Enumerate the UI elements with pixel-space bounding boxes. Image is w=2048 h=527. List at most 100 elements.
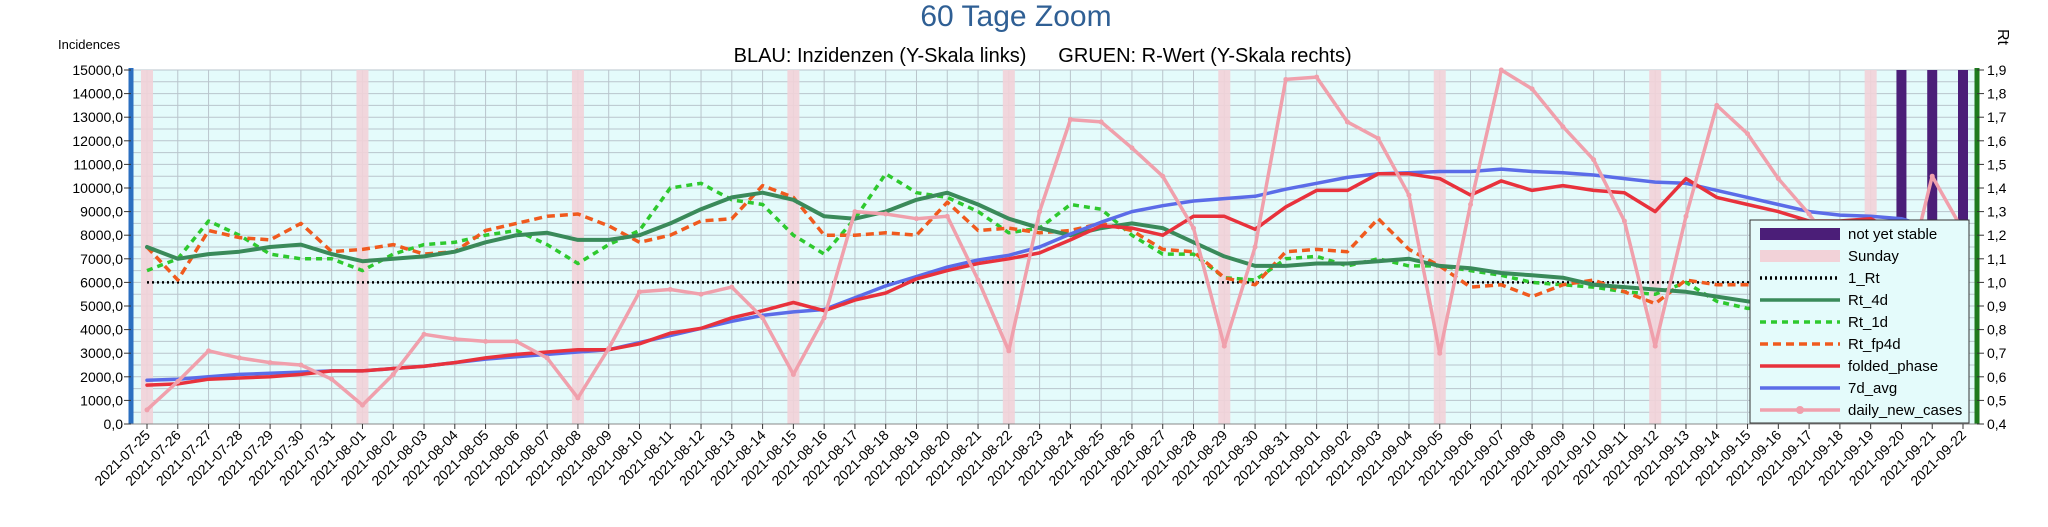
point-daily-new-cases (1529, 86, 1535, 92)
point-daily-new-cases (1160, 173, 1166, 179)
point-daily-new-cases (667, 286, 673, 292)
point-daily-new-cases (575, 395, 581, 401)
point-daily-new-cases (913, 216, 919, 222)
point-daily-new-cases (1037, 209, 1043, 215)
point-daily-new-cases (483, 338, 489, 344)
point-daily-new-cases (1252, 244, 1258, 250)
series-folded-phase (145, 172, 1965, 387)
y-tick-right: 0,5 (1987, 392, 2007, 408)
y-tick-left: 9000,0 (80, 204, 123, 220)
series-Rt-4d (145, 190, 1965, 349)
y-tick-left: 15000,0 (72, 62, 123, 78)
point-daily-new-cases (883, 211, 889, 217)
legend: not yet stable Sunday 1_Rt Rt_4d Rt_1d Rt_fp4… (1749, 219, 1970, 424)
legend-marker (1796, 406, 1804, 414)
y-ticks-right: 0,4 0,5 0,6 0,7 0,8 0,9 1,0 1,1 1,2 1,3 1,4 1,5 1,6 1… (1977, 62, 2007, 432)
legend-label: Rt_fp4d (1848, 336, 1901, 353)
y-tick-left: 4000,0 (80, 322, 123, 338)
point-daily-new-cases (1498, 67, 1504, 73)
y-tick-right: 0,4 (1987, 416, 2007, 432)
y-tick-left: 3000,0 (80, 345, 123, 361)
point-daily-new-cases (329, 376, 335, 382)
point-daily-new-cases (1468, 202, 1474, 208)
point-daily-new-cases (760, 315, 766, 321)
point-daily-new-cases (452, 336, 458, 342)
y-tick-left: 6000,0 (80, 274, 123, 290)
sunday-band (1218, 70, 1231, 424)
legend-label: folded_phase (1848, 358, 1938, 375)
chart-subtitle-left: BLAU: Inzidenzen (Y-Skala links) (734, 45, 1027, 67)
legend-label: not yet stable (1848, 226, 1937, 243)
point-daily-new-cases (852, 209, 858, 215)
series-lines (144, 67, 1966, 413)
y-axis-left-label: Incidences (58, 37, 121, 52)
legend-label: 1_Rt (1848, 270, 1881, 287)
point-daily-new-cases (1314, 74, 1320, 80)
y-tick-right: 1,0 (1987, 274, 2007, 290)
point-daily-new-cases (1344, 119, 1350, 125)
legend-label: 7d_avg (1848, 380, 1897, 397)
point-daily-new-cases (821, 315, 827, 321)
sunday-band (356, 70, 369, 424)
point-daily-new-cases (1621, 218, 1627, 224)
y-tick-right: 1,9 (1987, 62, 2007, 78)
y-tick-right: 1,6 (1987, 133, 2007, 149)
point-daily-new-cases (1375, 135, 1381, 141)
y-tick-left: 5000,0 (80, 298, 123, 314)
y-tick-right: 0,9 (1987, 298, 2007, 314)
point-daily-new-cases (1221, 343, 1227, 349)
point-daily-new-cases (1775, 176, 1781, 182)
point-daily-new-cases (1191, 225, 1197, 231)
point-daily-new-cases (1652, 343, 1658, 349)
y-tick-right: 1,1 (1987, 251, 2007, 267)
point-daily-new-cases (1714, 102, 1720, 108)
legend-swatch (1760, 228, 1840, 240)
point-daily-new-cases (359, 402, 365, 408)
y-tick-left: 14000,0 (72, 86, 123, 102)
chart-subtitle-right: GRUEN: R-Wert (Y-Skala rechts) (1058, 45, 1351, 67)
point-daily-new-cases (698, 291, 704, 297)
legend-label: Rt_4d (1848, 292, 1888, 309)
y-tick-left: 13000,0 (72, 109, 123, 125)
sunday-band (1433, 70, 1446, 424)
point-daily-new-cases (1067, 117, 1073, 123)
y-tick-left: 0,0 (104, 416, 124, 432)
x-ticks: 2021-07-252021-07-262021-07-272021-07-28… (91, 424, 1969, 489)
y-tick-left: 7000,0 (80, 251, 123, 267)
point-daily-new-cases (1283, 76, 1289, 82)
point-daily-new-cases (1929, 173, 1935, 179)
point-daily-new-cases (944, 213, 950, 219)
point-daily-new-cases (175, 379, 181, 385)
legend-label: Rt_1d (1848, 314, 1888, 331)
sunday-band (1002, 70, 1015, 424)
point-daily-new-cases (1591, 157, 1597, 163)
y-tick-right: 1,2 (1987, 227, 2007, 243)
point-daily-new-cases (1560, 124, 1566, 130)
point-daily-new-cases (267, 360, 273, 366)
point-daily-new-cases (1683, 213, 1689, 219)
y-tick-left: 11000,0 (73, 156, 123, 172)
y-axis-right-label: Rt (1994, 29, 2011, 46)
y-tick-left: 1000,0 (80, 392, 123, 408)
point-daily-new-cases (390, 371, 396, 377)
y-tick-left: 8000,0 (80, 227, 123, 243)
y-tick-right: 1,8 (1987, 86, 2007, 102)
point-daily-new-cases (1745, 131, 1751, 137)
point-daily-new-cases (1437, 350, 1443, 356)
axes (128, 68, 1980, 425)
point-daily-new-cases (1406, 192, 1412, 198)
point-daily-new-cases (1006, 348, 1012, 354)
point-daily-new-cases (729, 284, 735, 290)
y-tick-left: 12000,0 (72, 133, 123, 149)
point-daily-new-cases (1806, 211, 1812, 217)
legend-label: Sunday (1848, 248, 1899, 265)
y-tick-right: 0,6 (1987, 369, 2007, 385)
chart-title: 60 Tage Zoom (920, 0, 1111, 33)
y-tick-right: 1,3 (1987, 204, 2007, 220)
y-ticks-left: 0,0 1000,0 2000,0 3000,0 4000,0 5000,0 6000,0 7… (72, 62, 131, 432)
y-tick-right: 0,8 (1987, 322, 2007, 338)
sunday-band (1649, 70, 1662, 424)
point-daily-new-cases (513, 338, 519, 344)
point-daily-new-cases (144, 407, 150, 413)
